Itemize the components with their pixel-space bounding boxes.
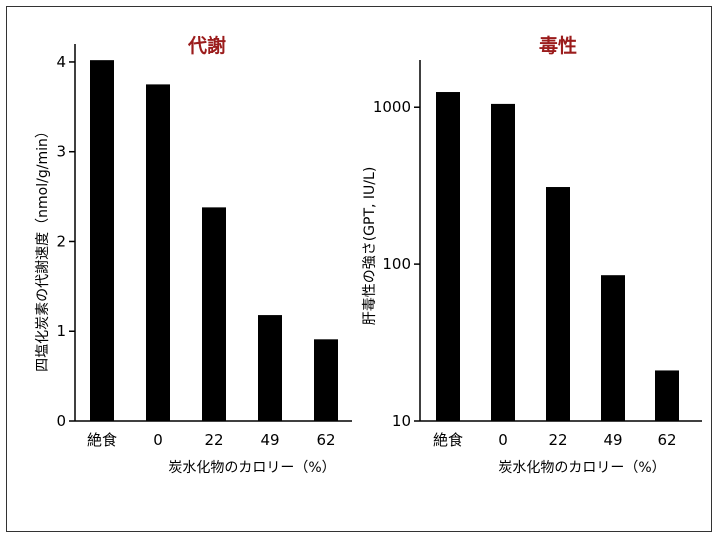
x-tick-label: 22 [548, 431, 567, 449]
chart-title-toxicity: 毒性 [539, 34, 577, 57]
bar [90, 60, 114, 422]
x-axis-label: 炭水化物のカロリー（%） [498, 460, 665, 476]
x-ticks-group: 絶食 0 22 49 62 [87, 431, 336, 449]
bar [146, 84, 170, 422]
y-axis-label: 四塩化炭素の代謝速度（nmol/g/min） [35, 124, 51, 372]
bar [258, 315, 282, 421]
bar [655, 370, 679, 421]
x-tick-label: 49 [260, 431, 279, 449]
y-tick-label: 1 [56, 322, 66, 340]
y-tick-label: 1000 [373, 98, 411, 116]
bars-group [436, 92, 679, 421]
y-ticks-group: 0 1 2 3 4 [56, 53, 75, 430]
bars-group [90, 60, 338, 422]
x-tick-label: 49 [603, 431, 622, 449]
y-tick-label: 0 [56, 412, 66, 430]
x-tick-label: 62 [657, 431, 676, 449]
bar [601, 275, 625, 421]
slide-frame [6, 6, 712, 532]
x-ticks-group: 絶食 0 22 49 62 [433, 431, 677, 449]
chart-metabolism: 代謝 0 1 2 3 4 絶食 0 22 49 62 炭水化物のカロリー（%） 四塩化炭素の代謝… [35, 34, 352, 476]
x-tick-label: 0 [153, 431, 163, 449]
y-tick-label: 100 [382, 255, 411, 273]
x-tick-label: 0 [498, 431, 508, 449]
bar [491, 103, 515, 421]
x-axis-label: 炭水化物のカロリー（%） [168, 460, 335, 476]
bar [314, 339, 338, 421]
x-tick-label: 絶食 [87, 431, 117, 449]
y-tick-label: 2 [56, 232, 66, 250]
x-tick-label: 絶食 [433, 431, 463, 449]
x-tick-label: 22 [204, 431, 223, 449]
bar [436, 92, 460, 421]
x-tick-label: 62 [316, 431, 335, 449]
bar [546, 187, 570, 421]
y-tick-label: 3 [56, 143, 66, 161]
chart-title-metabolism: 代謝 [187, 34, 226, 57]
y-tick-label: 10 [392, 412, 411, 430]
chart-toxicity: 毒性 10 100 1000 絶食 0 22 49 62 炭水化物のカロリー（%） 肝毒性の… [362, 34, 702, 476]
bar [202, 207, 226, 421]
y-axis-label: 肝毒性の強さ(GPT, IU/L) [362, 167, 378, 326]
y-ticks-group: 10 100 1000 [373, 98, 420, 430]
y-tick-label: 4 [56, 53, 66, 71]
